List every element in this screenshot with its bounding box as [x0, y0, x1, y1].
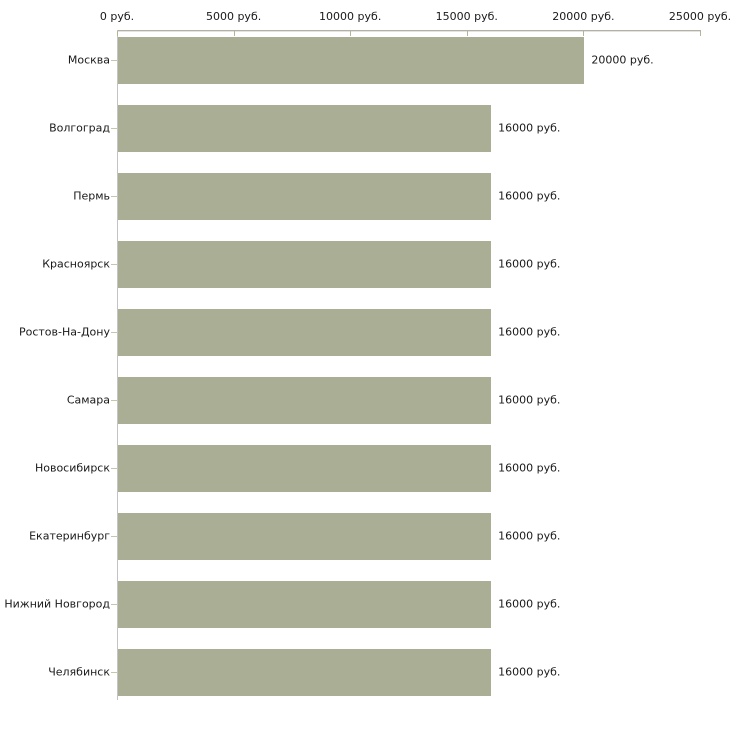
category-tick: [111, 60, 117, 61]
x-axis-tick: [583, 31, 585, 36]
x-axis-tick: [117, 31, 118, 36]
value-label: 16000 руб.: [498, 597, 561, 611]
category-tick: [111, 400, 117, 401]
bar-row: Волгоград 16000 руб.: [0, 94, 730, 162]
bar-row: Челябинск 16000 руб.: [0, 638, 730, 706]
category-tick: [111, 604, 117, 605]
x-axis-tick-label: 25000 руб.: [668, 10, 730, 23]
value-label: 16000 руб.: [498, 461, 561, 475]
category-label: Нижний Новгород: [4, 597, 110, 611]
category-tick: [111, 196, 117, 197]
x-axis-tick-label: 20000 руб.: [552, 10, 615, 23]
bar-row: Нижний Новгород 16000 руб.: [0, 570, 730, 638]
x-axis-tick-label: 10000 руб.: [319, 10, 382, 23]
value-label: 16000 руб.: [498, 257, 561, 271]
value-label: 16000 руб.: [498, 665, 561, 679]
bar-row: Красноярск 16000 руб.: [0, 230, 730, 298]
bar: [118, 444, 492, 492]
x-axis-line: [117, 30, 701, 31]
x-axis-tick: [350, 31, 352, 36]
bar: [118, 648, 492, 696]
category-tick: [111, 536, 117, 537]
bar: [118, 376, 492, 424]
x-axis-tick: [700, 31, 701, 36]
x-axis-tick-label: 15000 руб.: [435, 10, 498, 23]
bar: [118, 580, 492, 628]
category-tick: [111, 468, 117, 469]
bar-row: Самара 16000 руб.: [0, 366, 730, 434]
bar: [118, 36, 585, 84]
bar-row: Новосибирск 16000 руб.: [0, 434, 730, 502]
bar: [118, 512, 492, 560]
category-label: Красноярск: [42, 257, 110, 271]
category-label: Москва: [67, 53, 110, 67]
bar: [118, 308, 492, 356]
bar: [118, 172, 492, 220]
x-axis-tick: [233, 31, 235, 36]
x-axis-tick-label: 0 руб.: [99, 10, 135, 23]
category-tick: [111, 332, 117, 333]
bar-row: Екатеринбург 16000 руб.: [0, 502, 730, 570]
category-label: Новосибирск: [34, 461, 110, 475]
category-label: Екатеринбург: [29, 529, 110, 543]
value-label: 16000 руб.: [498, 393, 561, 407]
value-label: 16000 руб.: [498, 189, 561, 203]
value-label: 20000 руб.: [591, 53, 654, 67]
bar-row: Москва 20000 руб.: [0, 26, 730, 94]
category-tick: [111, 264, 117, 265]
category-label: Пермь: [73, 189, 110, 203]
category-label: Челябинск: [48, 665, 110, 679]
bar: [118, 240, 492, 288]
bar: [118, 104, 492, 152]
bar-row: Пермь 16000 руб.: [0, 162, 730, 230]
category-label: Волгоград: [49, 121, 110, 135]
category-label: Ростов-На-Дону: [18, 325, 110, 339]
category-label: Самара: [66, 393, 110, 407]
x-axis-tick-label: 5000 руб.: [205, 10, 262, 23]
x-axis-tick: [466, 31, 468, 36]
category-tick: [111, 128, 117, 129]
category-tick: [111, 672, 117, 673]
bar-row: Ростов-На-Дону 16000 руб.: [0, 298, 730, 366]
value-label: 16000 руб.: [498, 325, 561, 339]
y-axis-line: [117, 30, 118, 700]
value-label: 16000 руб.: [498, 529, 561, 543]
value-label: 16000 руб.: [498, 121, 561, 135]
